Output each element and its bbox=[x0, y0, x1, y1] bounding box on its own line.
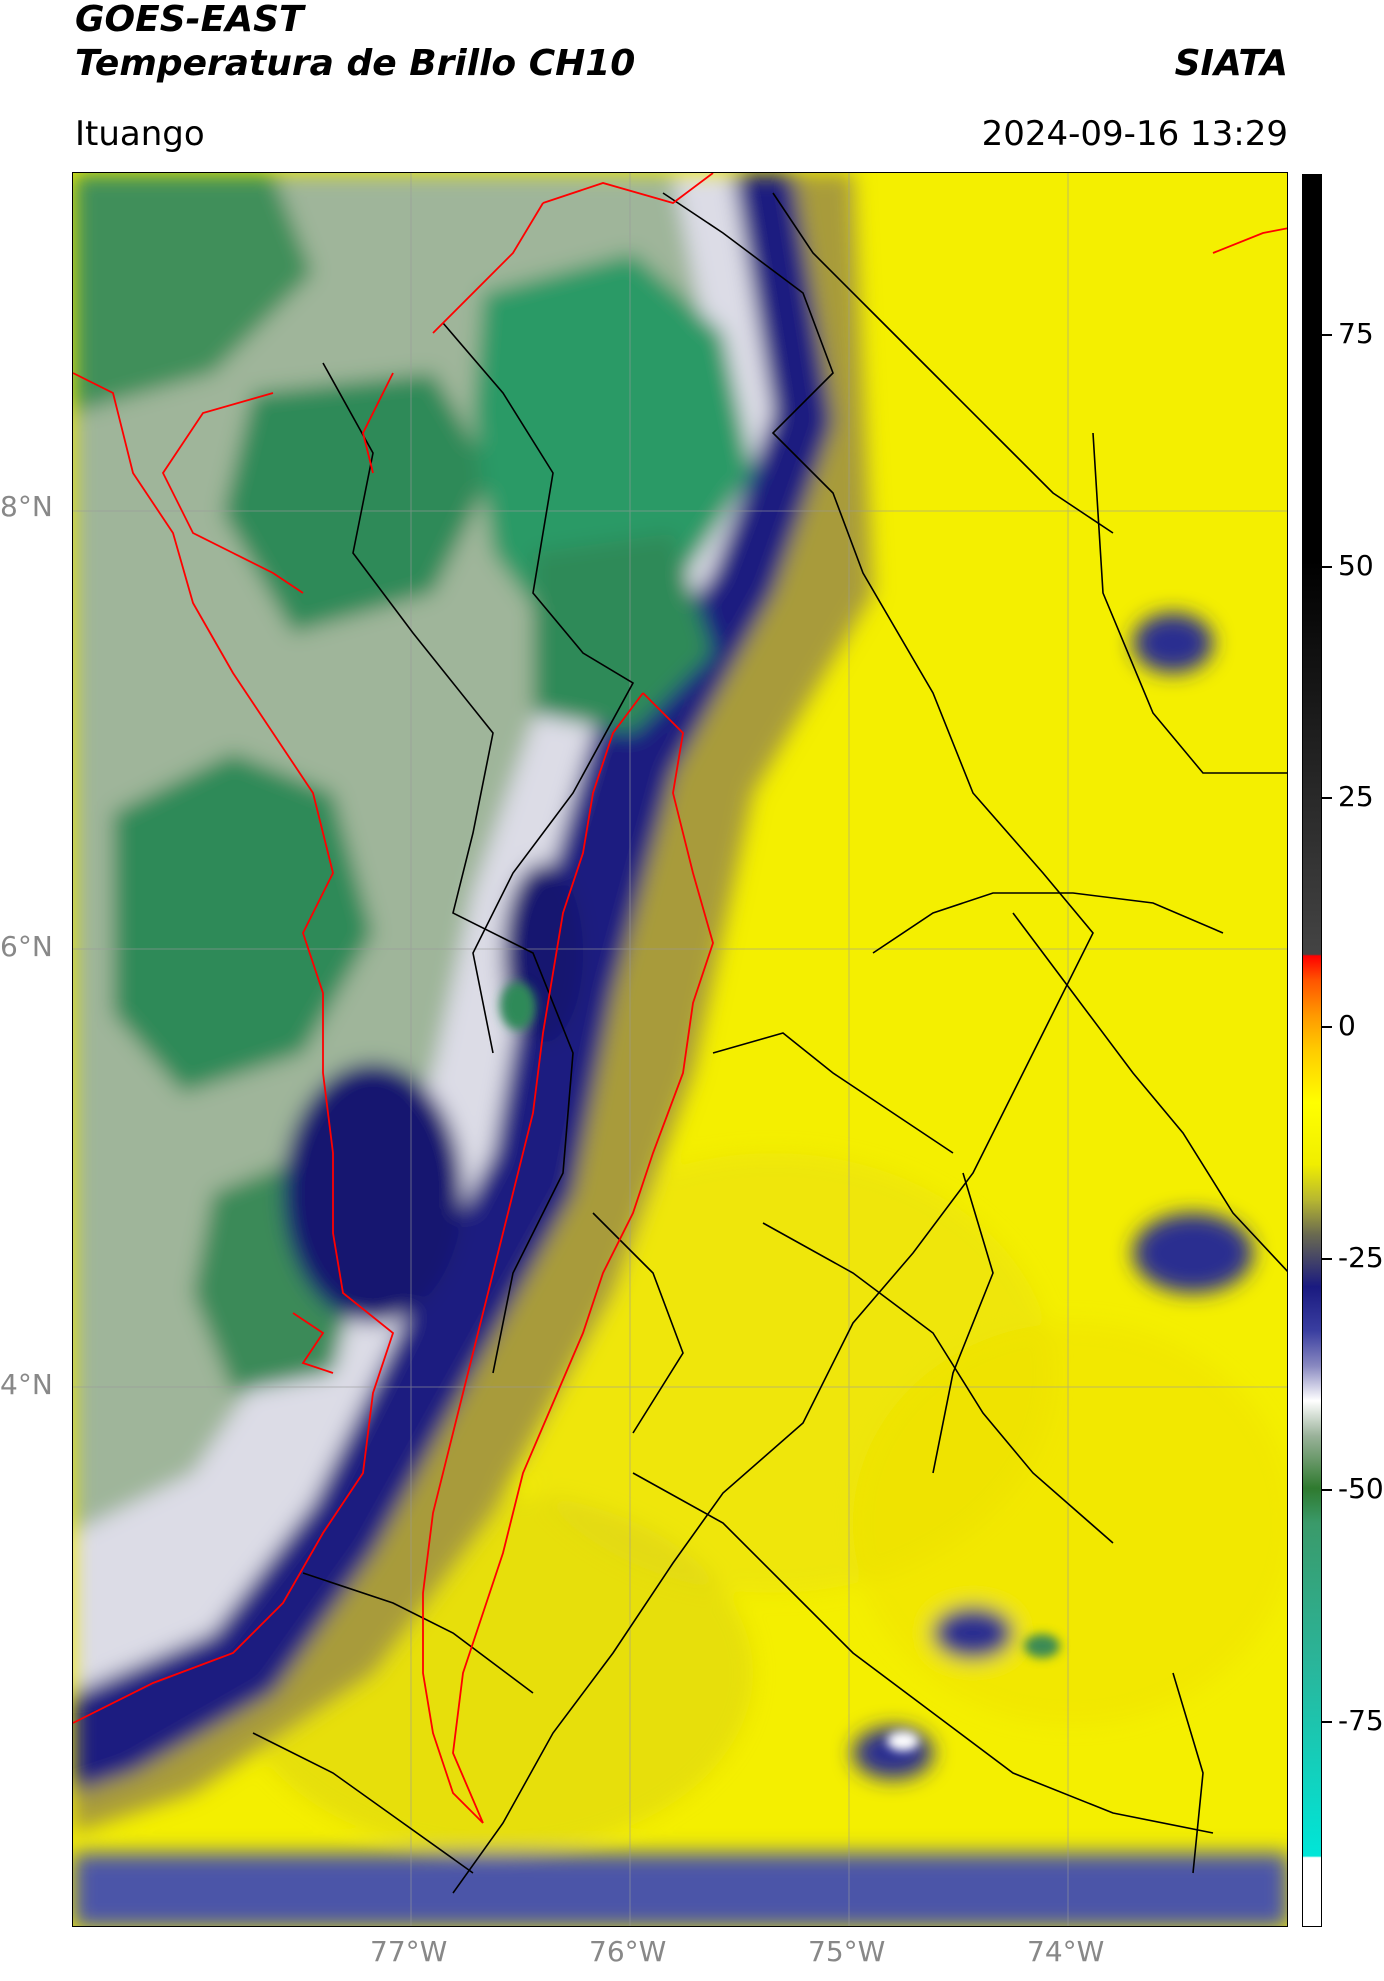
colorbar-tick bbox=[1322, 1489, 1332, 1491]
lon-label-77w: 77°W bbox=[370, 1935, 448, 1968]
colorbar-label-minus50: -50 bbox=[1338, 1472, 1384, 1505]
brightness-temperature-map bbox=[72, 172, 1288, 1927]
highlight-boundaries bbox=[73, 173, 1287, 1824]
map-canvas bbox=[73, 173, 1287, 1926]
colorbar-label-50: 50 bbox=[1338, 549, 1374, 582]
lat-label-4n: 4°N bbox=[0, 1368, 53, 1401]
colorbar-tick bbox=[1322, 797, 1332, 799]
temperature-colorbar bbox=[1302, 174, 1322, 1927]
bright-spots bbox=[500, 982, 1060, 1751]
colorbar-label-75: 75 bbox=[1338, 317, 1374, 350]
lon-label-76w: 76°W bbox=[589, 1935, 667, 1968]
admin-boundaries bbox=[252, 192, 1287, 1894]
organization-label: SIATA bbox=[1174, 43, 1288, 84]
colorbar-label-0: 0 bbox=[1338, 1009, 1356, 1042]
colorbar-tick bbox=[1322, 566, 1332, 568]
cloud-field bbox=[73, 173, 1287, 1926]
lat-label-6n: 6°N bbox=[0, 930, 53, 963]
colorbar-tick bbox=[1322, 1258, 1332, 1260]
satellite-title: GOES-EAST bbox=[75, 0, 304, 40]
product-title: Temperatura de Brillo CH10 bbox=[75, 43, 636, 84]
graticule bbox=[73, 173, 1287, 1926]
location-label: Ituango bbox=[75, 114, 205, 154]
lon-label-75w: 75°W bbox=[808, 1935, 886, 1968]
datetime-label: 2024-09-16 13:29 bbox=[981, 114, 1288, 154]
colorbar-tick bbox=[1322, 1026, 1332, 1028]
colorbar-label-minus25: -25 bbox=[1338, 1241, 1384, 1274]
lon-label-74w: 74°W bbox=[1027, 1935, 1105, 1968]
colorbar-label-minus75: -75 bbox=[1338, 1704, 1384, 1737]
lat-label-8n: 8°N bbox=[0, 490, 53, 523]
colorbar-tick bbox=[1322, 1721, 1332, 1723]
colorbar-tick bbox=[1322, 334, 1332, 336]
colorbar-label-25: 25 bbox=[1338, 780, 1374, 813]
